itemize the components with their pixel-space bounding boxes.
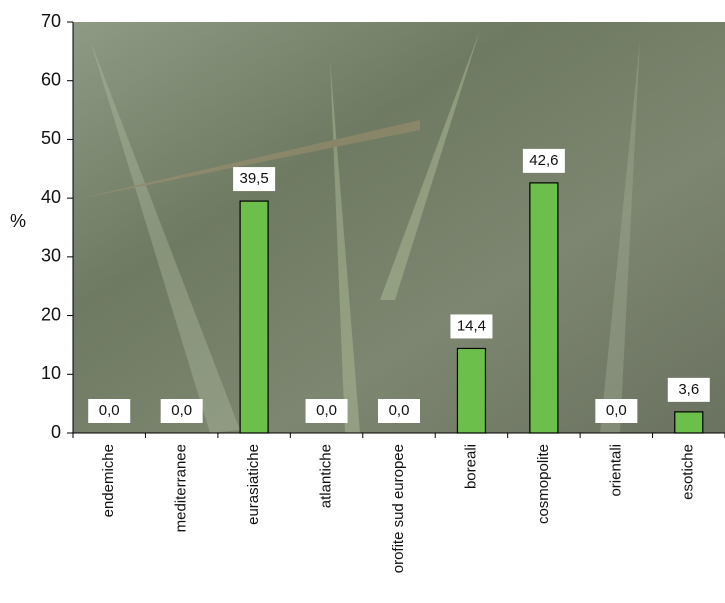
value-label-box (88, 399, 131, 423)
value-label: 0,0 (171, 402, 192, 419)
x-tick-label: atlantiche (318, 444, 335, 508)
value-label-box (522, 148, 565, 173)
x-tick-label: esotiche (680, 444, 697, 500)
value-label: 3,6 (678, 381, 699, 398)
x-tick-label: orientali (607, 444, 624, 497)
value-label-group: 0,0 (595, 399, 638, 423)
value-label-box (160, 399, 203, 423)
y-axis-label: % (10, 211, 26, 231)
value-label: 0,0 (606, 402, 627, 419)
y-tick-label: 0 (51, 422, 61, 442)
value-label-box (667, 377, 710, 402)
value-label: 0,0 (99, 402, 120, 419)
value-label: 0,0 (389, 402, 410, 419)
value-label-group: 0,0 (378, 399, 420, 423)
bar (239, 200, 269, 434)
value-label-box (595, 399, 638, 423)
x-tick-label: endemiche (100, 444, 117, 517)
bar (456, 347, 487, 434)
value-label-box (378, 399, 420, 423)
x-tick-label: eurasiatiche (245, 444, 262, 525)
x-tick-label: cosmopolite (535, 444, 552, 524)
y-tick-label: 30 (41, 246, 61, 266)
plot-background (73, 22, 725, 433)
y-tick-label: 70 (41, 11, 61, 31)
y-tick-label: 10 (41, 363, 61, 383)
y-tick-label: 40 (41, 187, 61, 207)
value-label-group: 0,0 (160, 399, 203, 423)
value-label: 39,5 (240, 170, 269, 187)
x-tick-label: mediterranee (173, 444, 190, 532)
value-label: 0,0 (316, 402, 337, 419)
x-tick-label: boreali (462, 444, 479, 489)
value-label-group: 0,0 (88, 399, 131, 423)
value-label-box (305, 399, 348, 423)
value-label: 14,4 (457, 317, 486, 334)
y-tick-label: 50 (41, 128, 61, 148)
value-label-group: 42,6 (522, 148, 565, 173)
x-tick-label: orofite sud europee (390, 444, 407, 573)
value-label: 42,6 (529, 152, 558, 169)
background-leaves (73, 30, 640, 433)
y-tick-label: 20 (41, 304, 61, 324)
bar (674, 411, 704, 434)
value-label-box (233, 167, 276, 192)
y-tick-label: 60 (41, 69, 61, 89)
value-label-group: 39,5 (233, 167, 276, 192)
value-label-group: 3,6 (667, 377, 710, 402)
value-label-group: 0,0 (305, 399, 348, 423)
value-label-box (450, 314, 493, 339)
value-label-group: 14,4 (450, 314, 493, 339)
bar (529, 182, 559, 434)
